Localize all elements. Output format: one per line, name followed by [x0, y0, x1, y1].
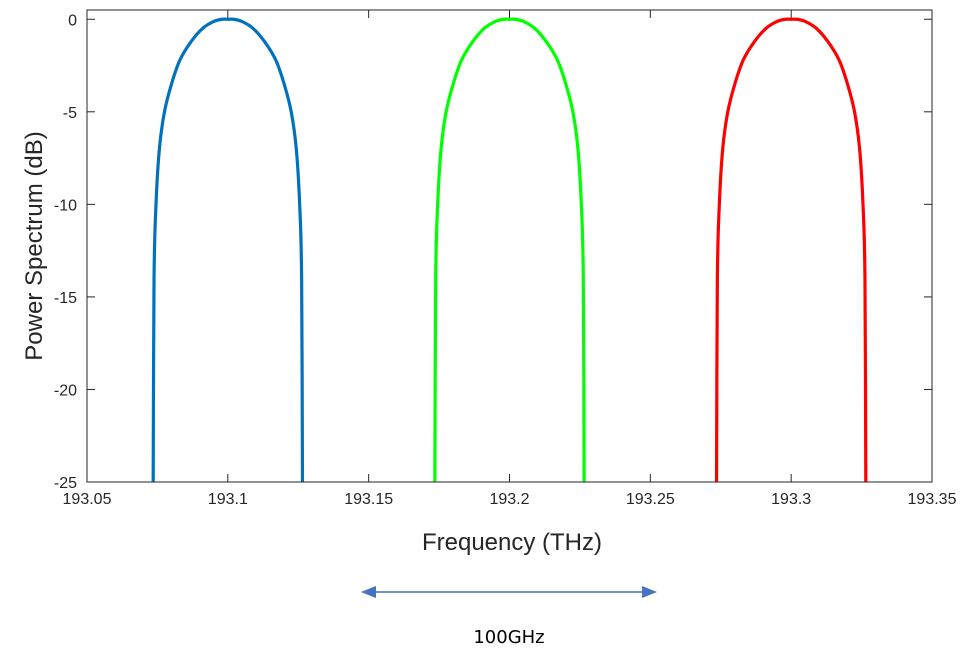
y-tick-label: 0 [68, 12, 77, 29]
y-tick-label: -10 [54, 197, 77, 214]
x-tick-label: 193.05 [63, 491, 112, 508]
x-tick-label: 193.3 [771, 491, 811, 508]
arrow-right-icon [642, 586, 657, 598]
y-tick-label: -25 [54, 475, 77, 492]
arrow-left-icon [361, 586, 376, 598]
series-line-3 [714, 17, 868, 483]
y-axis-title: Power Spectrum (dB) [21, 131, 48, 360]
y-tick-label: -5 [63, 105, 77, 122]
x-tick-label: 193.25 [626, 491, 675, 508]
annotation-label: 100GHz [473, 627, 544, 648]
y-tick-label: -20 [54, 382, 77, 399]
x-tick-label: 193.2 [489, 491, 529, 508]
x-tick-label: 193.35 [908, 491, 957, 508]
x-axis-title: Frequency (THz) [422, 529, 602, 556]
tick-layer: 193.05 193.1 193.15 193.2 193.25 193.3 193.35 0… [54, 10, 957, 508]
x-tick-label: 193.1 [208, 491, 248, 508]
plot-frame [86, 9, 933, 483]
series-layer [151, 17, 868, 483]
series-line-2 [433, 17, 586, 483]
annotation-100ghz: 100GHz [361, 586, 657, 648]
x-tick-label: 193.15 [344, 491, 393, 508]
series-line-1 [151, 17, 305, 483]
y-tick-label: -15 [54, 290, 77, 307]
